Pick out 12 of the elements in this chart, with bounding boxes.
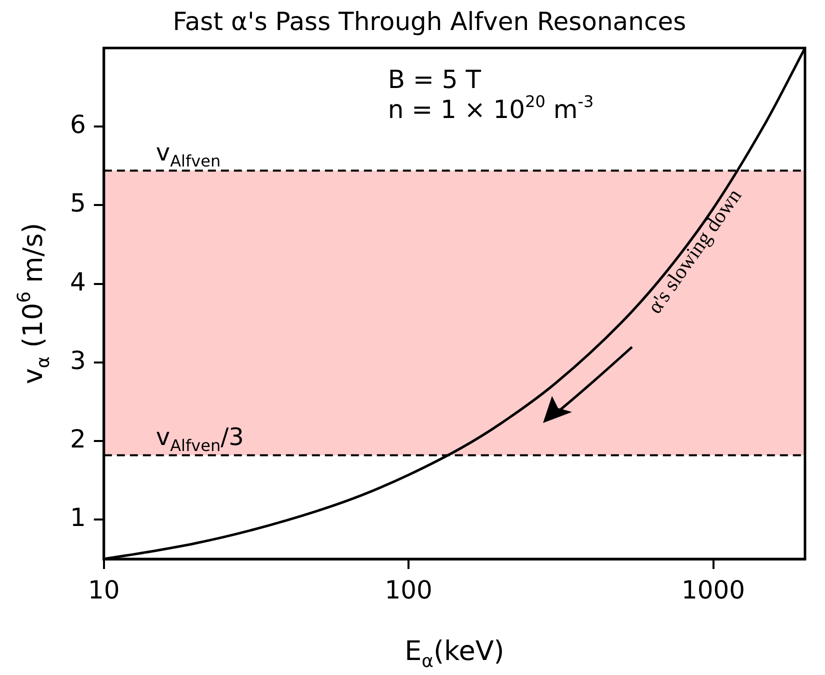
- y-tick-label: 2: [70, 424, 86, 454]
- x-tick-label: 10: [88, 576, 120, 604]
- x-tick-label: 1000: [681, 576, 746, 604]
- annotation: B = 5 T: [388, 65, 482, 94]
- chart-title: Fast α's Pass Through Alfven Resonances: [172, 7, 686, 36]
- y-tick-label: 6: [70, 110, 86, 140]
- y-tick-label: 4: [70, 267, 86, 296]
- y-axis-title: vα (106 m/s): [14, 222, 54, 384]
- y-tick-label: 5: [70, 188, 86, 218]
- y-tick-label: 1: [70, 503, 86, 532]
- y-tick-label: 3: [70, 346, 86, 375]
- x-tick-label: 100: [384, 576, 432, 604]
